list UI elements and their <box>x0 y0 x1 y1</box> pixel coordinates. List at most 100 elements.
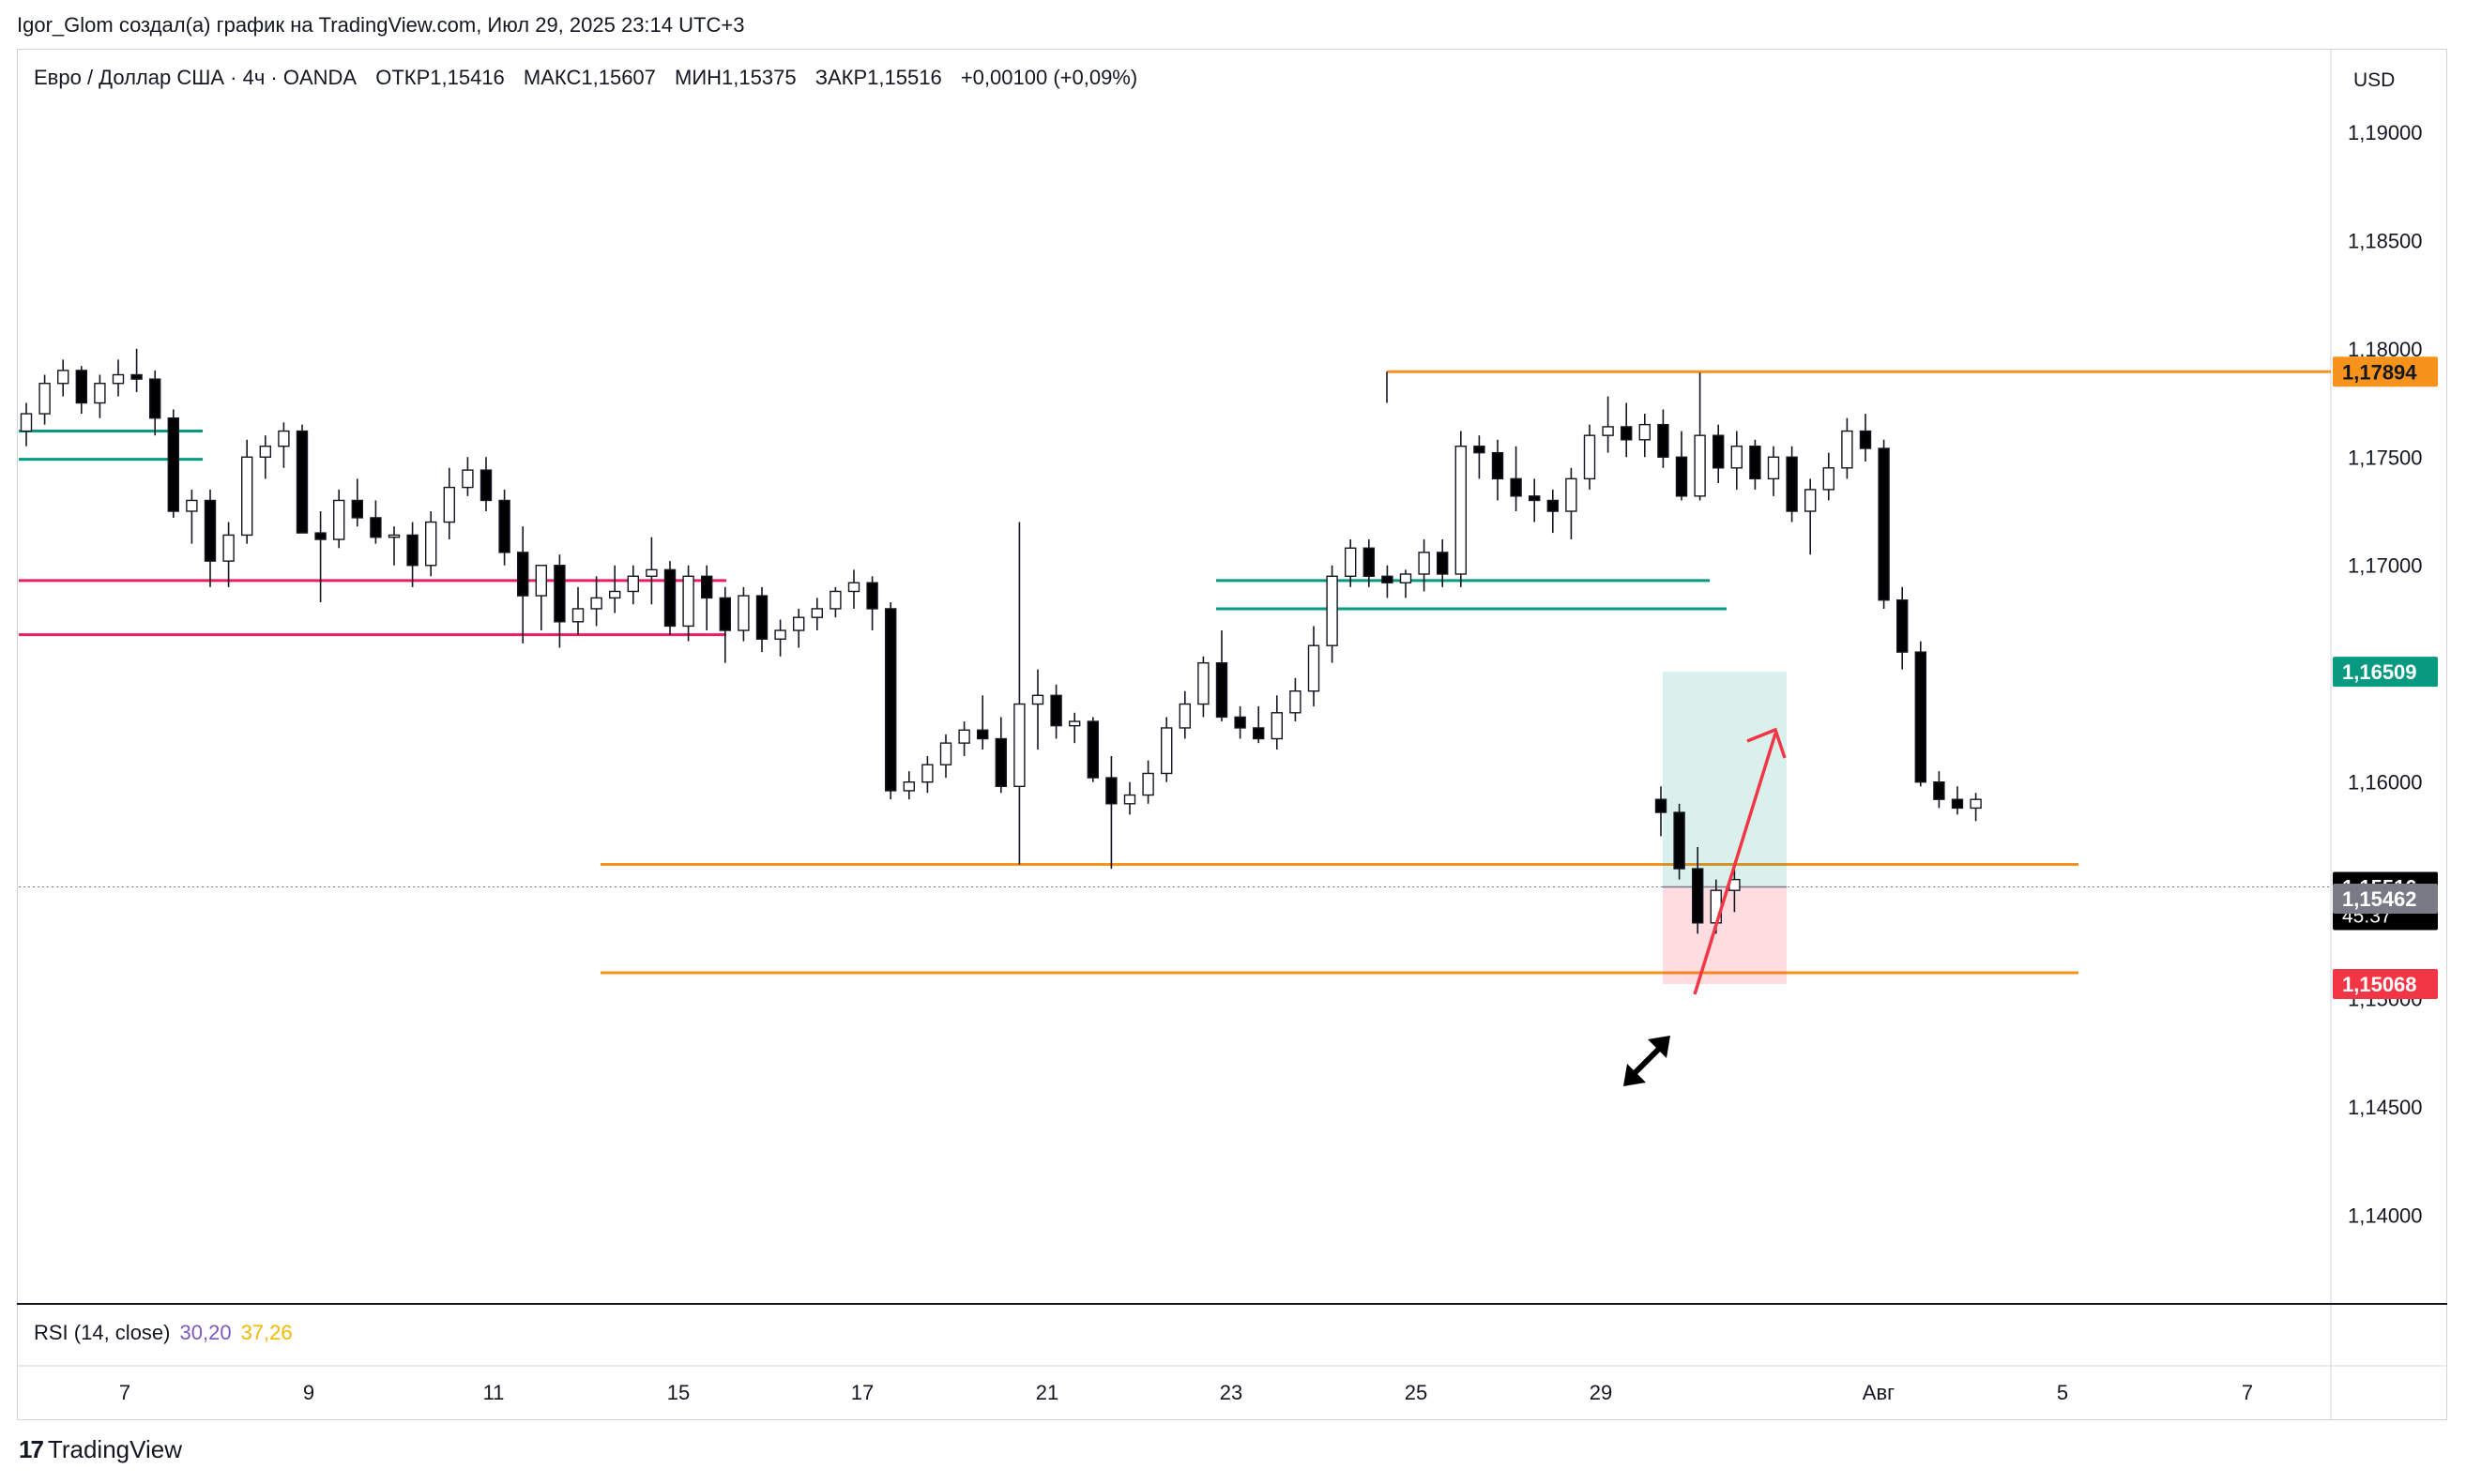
candle-body <box>1878 447 1890 601</box>
price-label-text: 1,16509 <box>2342 660 2417 684</box>
symbol-title[interactable]: Евро / Доллар США · 4ч · OANDA <box>34 66 358 89</box>
candle-body <box>278 430 290 447</box>
candle-body <box>830 590 842 610</box>
candle-body <box>793 616 805 631</box>
candle-body <box>1013 703 1026 788</box>
candle-body <box>1657 423 1669 458</box>
tradingview-logo-text: TradingView <box>47 1435 182 1463</box>
candle-body <box>1767 456 1780 480</box>
time-tick-label: 5 <box>2057 1381 2068 1404</box>
candle-body <box>75 370 88 404</box>
candle-body <box>112 373 125 385</box>
candle-body <box>738 595 750 631</box>
candle-body <box>663 568 677 628</box>
candle-body <box>1970 798 1982 810</box>
annotations <box>1623 727 1787 1086</box>
stop-loss-zone <box>1663 886 1787 984</box>
candle-body <box>130 373 143 380</box>
time-tick-label: 29 <box>1590 1381 1612 1404</box>
candle-body <box>590 597 602 610</box>
candle-body <box>1933 781 1945 800</box>
candle-body <box>1381 575 1393 583</box>
time-tick-label: 7 <box>2242 1381 2253 1404</box>
double-arrow-head-down <box>1623 1064 1646 1086</box>
currency-label[interactable]: USD <box>2353 69 2396 91</box>
candle-body <box>296 430 309 534</box>
candle-body <box>480 469 493 502</box>
price-tick-label: 1,19000 <box>2348 121 2423 144</box>
candle-body <box>1215 661 1228 719</box>
candles <box>20 348 1982 934</box>
candle-body <box>1068 720 1081 727</box>
candle-body <box>1050 694 1062 727</box>
candle-body <box>627 575 639 593</box>
candle-body <box>1583 434 1596 480</box>
trend-arrow <box>1693 733 1777 995</box>
tradingview-logo[interactable]: 17 TradingView <box>19 1435 182 1464</box>
candle-body <box>885 608 897 792</box>
candle-body <box>995 737 1008 788</box>
ohlc-low: МИН1,15375 <box>675 66 797 89</box>
candle-body <box>1473 446 1485 454</box>
candle-body <box>1197 661 1210 705</box>
position-tool[interactable] <box>1663 672 1787 984</box>
candle-body <box>1344 547 1357 577</box>
candle-body <box>811 608 823 618</box>
rsi-title: RSI (14, close) <box>34 1321 171 1344</box>
candle-body <box>774 629 786 640</box>
price-label-bg <box>2333 657 2438 688</box>
candle-body <box>1546 499 1560 512</box>
rsi-legend[interactable]: RSI (14, close) 30,20 37,26 <box>34 1321 293 1345</box>
price-label-bg <box>2333 356 2438 387</box>
candle-body <box>1804 489 1817 512</box>
candle-body <box>241 456 253 537</box>
candle-body <box>866 582 878 610</box>
candle-body <box>1673 811 1685 870</box>
candle-body <box>719 597 731 631</box>
candle-body <box>20 413 33 432</box>
candle-body <box>609 590 621 599</box>
candle-body <box>755 595 769 640</box>
candle-body <box>94 383 106 404</box>
candle-body <box>1399 573 1412 583</box>
candle-body <box>1712 434 1725 469</box>
price-tick-label: 1,17500 <box>2348 446 2423 469</box>
candle-body <box>1914 651 1927 783</box>
level-lines <box>19 370 2331 975</box>
candle-body <box>1694 434 1706 497</box>
candle-body <box>1749 446 1761 480</box>
candle-body <box>976 729 989 740</box>
candle-body <box>148 378 161 419</box>
candle-body <box>1859 430 1872 449</box>
candle-body <box>222 534 235 562</box>
tradingview-logo-icon: 17 <box>19 1435 44 1463</box>
candle-body <box>1087 720 1100 779</box>
price-label-text: 1,17894 <box>2342 360 2417 384</box>
candle-body <box>1841 430 1853 469</box>
candle-body <box>1289 690 1302 714</box>
price-label-bg <box>2333 883 2438 914</box>
candle-body <box>259 446 271 458</box>
candle-body <box>1822 467 1835 491</box>
candle-body <box>1105 777 1118 805</box>
candle-body <box>958 729 970 744</box>
time-axis[interactable]: 7 9 11 15 17 21 23 25 29 Авг 5 7 <box>119 1381 2253 1404</box>
rsi-value-2: 37,26 <box>240 1321 293 1344</box>
candle-body <box>425 521 437 567</box>
candle-body <box>1326 575 1338 646</box>
candle-body <box>1160 727 1173 775</box>
price-label-text: 1,15462 <box>2342 887 2417 911</box>
candle-body <box>1730 446 1743 469</box>
candle-body <box>903 781 915 792</box>
price-tick-label: 1,14500 <box>2348 1096 2423 1119</box>
rsi-value-1: 30,20 <box>179 1321 232 1344</box>
chart-frame <box>17 49 2447 1420</box>
candle-body <box>186 499 198 512</box>
candle-body <box>1638 423 1652 441</box>
candle-body <box>517 552 529 597</box>
ohlc-open: ОТКР1,15416 <box>375 66 505 89</box>
price-label-bg <box>2333 968 2438 999</box>
candle-body <box>204 499 217 562</box>
